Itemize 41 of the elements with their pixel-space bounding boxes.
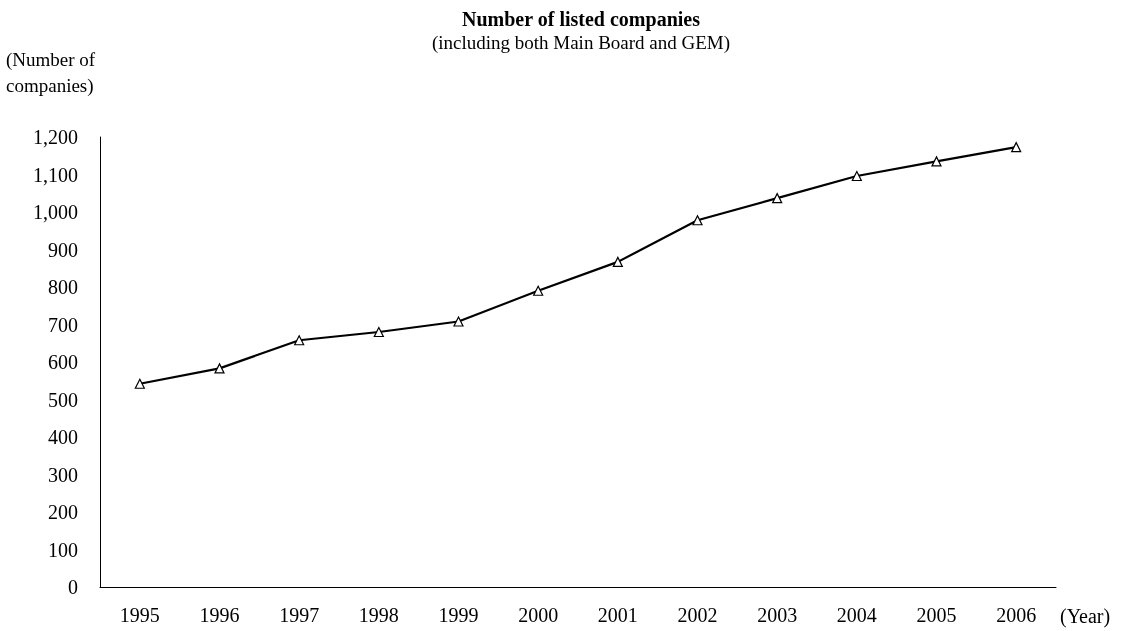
point xyxy=(214,363,225,374)
point xyxy=(692,215,703,226)
y-tick-label: 0 xyxy=(68,576,78,598)
y-tick-label: 200 xyxy=(48,501,78,523)
x-tick-label: 2000 xyxy=(518,604,559,626)
y-tick-label: 900 xyxy=(48,238,78,261)
point xyxy=(851,170,862,182)
y-tick-label: 1,200 xyxy=(33,126,78,148)
point xyxy=(612,256,623,267)
y-tick-label: 300 xyxy=(48,463,78,486)
x-tick-label: 2001 xyxy=(597,604,638,626)
point xyxy=(533,285,544,296)
y-axis-title: (Number of companies) xyxy=(6,48,96,97)
chart-title: Number of listed companies xyxy=(462,8,701,31)
y-tick-label: 100 xyxy=(48,538,78,561)
point xyxy=(373,326,384,338)
x-tick-label: 1995 xyxy=(119,604,160,626)
y-tick-label: 400 xyxy=(48,426,78,448)
point xyxy=(931,156,942,167)
point xyxy=(294,335,305,346)
y-tick-label: 700 xyxy=(48,313,78,336)
y-tick-label: 1,100 xyxy=(33,163,78,186)
x-tick-label: 2005 xyxy=(916,604,957,626)
x-tick-label: 2004 xyxy=(836,604,877,626)
chart-subtitle: (including both Main Board and GEM) xyxy=(431,32,731,54)
x-axis-title: (Year) xyxy=(1060,605,1111,628)
point xyxy=(453,316,464,327)
y-tick-label: 1,000 xyxy=(33,201,78,223)
y-tick-label: 500 xyxy=(48,388,78,411)
point xyxy=(1011,142,1022,153)
x-tick-label: 1998 xyxy=(358,604,399,626)
x-tick-label: 1996 xyxy=(199,604,240,626)
point xyxy=(134,378,145,389)
x-tick-label: 1997 xyxy=(279,604,320,626)
y-tick-label: 600 xyxy=(48,351,78,373)
x-tick-label: 2003 xyxy=(757,604,798,626)
x-tick-label: 1999 xyxy=(438,604,479,626)
x-tick-label: 2002 xyxy=(677,604,718,626)
x-tick-label: 2006 xyxy=(996,604,1037,626)
point xyxy=(772,193,783,204)
y-tick-label: 800 xyxy=(48,276,78,298)
